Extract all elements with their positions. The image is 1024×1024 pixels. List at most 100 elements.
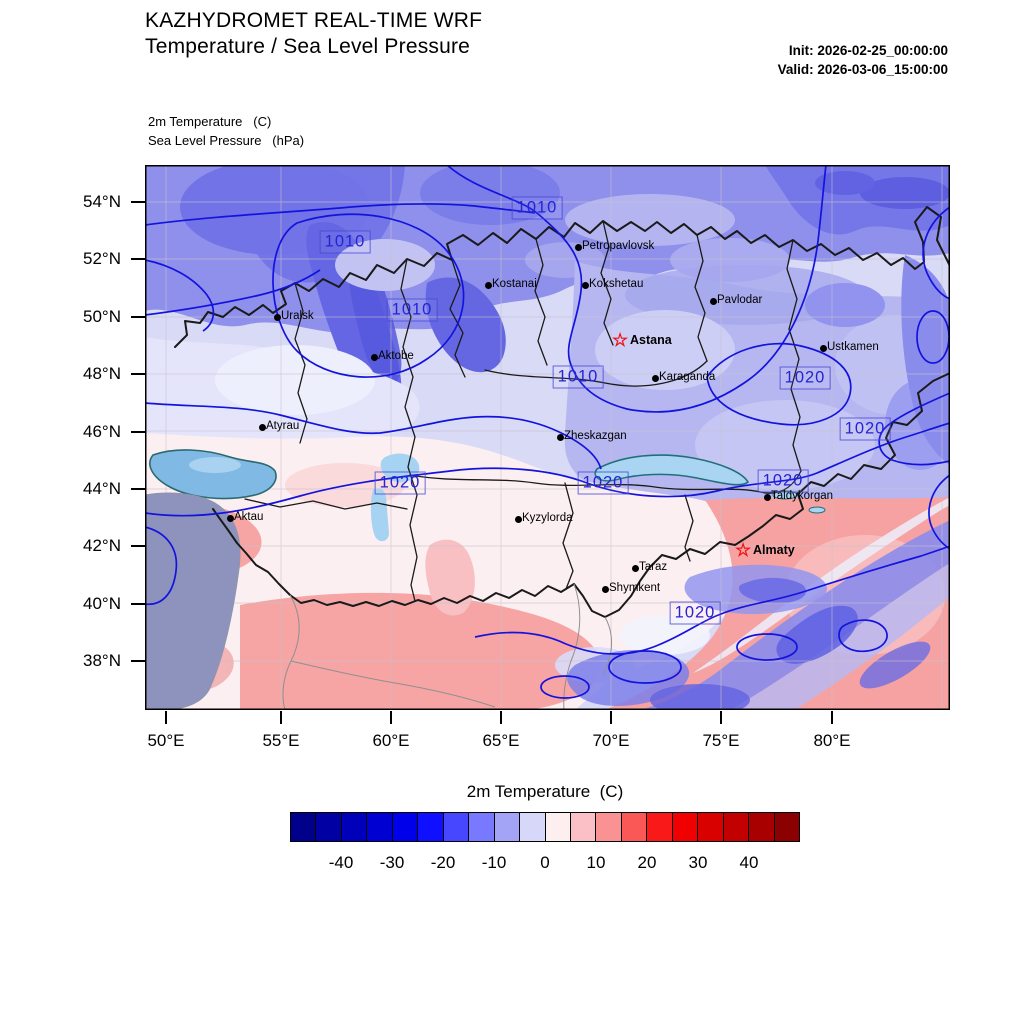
map-canvas <box>145 165 950 710</box>
lat-tick <box>131 545 145 547</box>
colorbar-cell <box>647 813 673 841</box>
city-label: Atyrau <box>266 420 300 432</box>
lat-label-48n: 48°N <box>83 364 121 383</box>
colorbar-cell <box>545 813 571 841</box>
city-dot-icon <box>631 564 639 572</box>
lat-label-40n: 40°N <box>83 594 121 613</box>
city-label: Almaty <box>753 543 795 557</box>
isobar-label-1010-d: 1010 <box>552 365 604 389</box>
colorbar-cell <box>520 813 546 841</box>
city-label: Taldykorgan <box>771 490 834 502</box>
capital-star-icon: ☆ <box>735 540 752 560</box>
lat-tick <box>131 373 145 375</box>
colorbar-cell <box>621 813 648 841</box>
lat-tick <box>131 488 145 490</box>
colorbar-cell <box>469 813 495 841</box>
city-label: Shymkent <box>609 582 661 594</box>
init-time: Init: 2026-02-25_00:00:00 <box>788 43 948 58</box>
city-label: Uralsk <box>281 310 314 322</box>
lat-tick <box>131 603 145 605</box>
isobar-label-1020-b: 1020 <box>839 417 891 441</box>
lon-tick <box>500 711 502 724</box>
lake-balkhash <box>594 454 750 486</box>
colorbar-tick: -20 <box>430 853 456 872</box>
city-dot-icon <box>273 313 281 321</box>
lon-tick <box>165 711 167 724</box>
foreign-borders <box>282 583 612 710</box>
lon-tick <box>280 711 282 724</box>
colorbar-cell <box>443 813 470 841</box>
city-label: Pavlodar <box>717 294 763 306</box>
lat-label-46n: 46°N <box>83 422 121 441</box>
colorbar-cell <box>341 813 368 841</box>
lon-label-80e: 80°E <box>813 731 851 750</box>
lon-label-75e: 75°E <box>702 731 740 750</box>
lake-alakol <box>772 490 798 500</box>
capital-star-icon: ☆ <box>612 330 629 350</box>
weather-map: 1010 1010 1010 1010 1020 1020 1020 1020 … <box>145 165 950 710</box>
city-label: Kokshetau <box>589 278 644 290</box>
colorbar-cell <box>418 813 444 841</box>
field-label-pressure: Sea Level Pressure (hPa) <box>148 133 305 148</box>
lat-label-50n: 50°N <box>83 307 121 326</box>
isobar-label-1020-f: 1020 <box>669 601 721 625</box>
lon-tick <box>831 711 833 724</box>
lat-label-42n: 42°N <box>83 536 121 555</box>
city-dot-icon <box>574 243 582 251</box>
colorbar-cell <box>367 813 393 841</box>
graticule <box>145 165 950 710</box>
caspian-sea-south <box>145 492 241 710</box>
lat-tick <box>131 258 145 260</box>
lon-label-50e: 50°E <box>147 731 185 750</box>
isobar-label-1020-c: 1020 <box>374 471 426 495</box>
lon-label-65e: 65°E <box>482 731 520 750</box>
city-label: Kyzylorda <box>522 512 573 524</box>
colorbar-cell <box>596 813 622 841</box>
colorbar-cell <box>494 813 521 841</box>
city-dot-icon <box>581 281 589 289</box>
isobar-label-1010-c: 1010 <box>386 298 438 322</box>
city-label: Aktau <box>234 511 264 523</box>
isobar-label-1010-b: 1010 <box>511 196 563 220</box>
city-dot-icon <box>651 374 659 382</box>
colorbar-cell <box>316 813 342 841</box>
colorbar-tick: 20 <box>637 853 657 872</box>
main-title: KAZHYDROMET REAL-TIME WRF <box>145 9 483 32</box>
lon-tick <box>610 711 612 724</box>
city-dot-icon <box>226 514 234 522</box>
city-label: Karaganda <box>659 371 716 383</box>
lat-label-52n: 52°N <box>83 249 121 268</box>
city-dot-icon <box>709 297 717 305</box>
water-bodies <box>145 449 826 710</box>
colorbar-cell <box>291 813 317 841</box>
city-label: Petropavlovsk <box>582 240 655 252</box>
lat-label-54n: 54°N <box>83 192 121 211</box>
colorbar-cell <box>672 813 699 841</box>
colorbar-cell <box>749 813 775 841</box>
title-block: KAZHYDROMET REAL-TIME WRF Temperature / … <box>145 8 482 60</box>
lon-label-60e: 60°E <box>372 731 410 750</box>
lat-tick <box>131 201 145 203</box>
field-label-temperature: 2m Temperature (C) <box>148 114 272 129</box>
lat-label-44n: 44°N <box>83 479 121 498</box>
lon-tick <box>720 711 722 724</box>
colorbar-tick: -10 <box>481 853 507 872</box>
colorbar-cell <box>774 813 800 841</box>
lon-tick <box>390 711 392 724</box>
country-borders <box>174 206 950 618</box>
temperature-field <box>145 165 950 710</box>
isobar-label-1020-e: 1020 <box>757 469 809 493</box>
colorbar-cell <box>723 813 750 841</box>
valid-time: Valid: 2026-03-06_15:00:00 <box>777 62 948 77</box>
isobar-label-1020-a: 1020 <box>779 366 831 390</box>
city-dot-icon <box>514 515 522 523</box>
city-dot-icon <box>601 585 609 593</box>
colorbar-tick: 10 <box>586 853 606 872</box>
lon-label-70e: 70°E <box>592 731 630 750</box>
lat-tick <box>131 431 145 433</box>
lat-label-38n: 38°N <box>83 651 121 670</box>
city-label: Aktobe <box>378 350 414 362</box>
city-label: Taraz <box>639 561 668 573</box>
city-dot-icon <box>258 423 266 431</box>
